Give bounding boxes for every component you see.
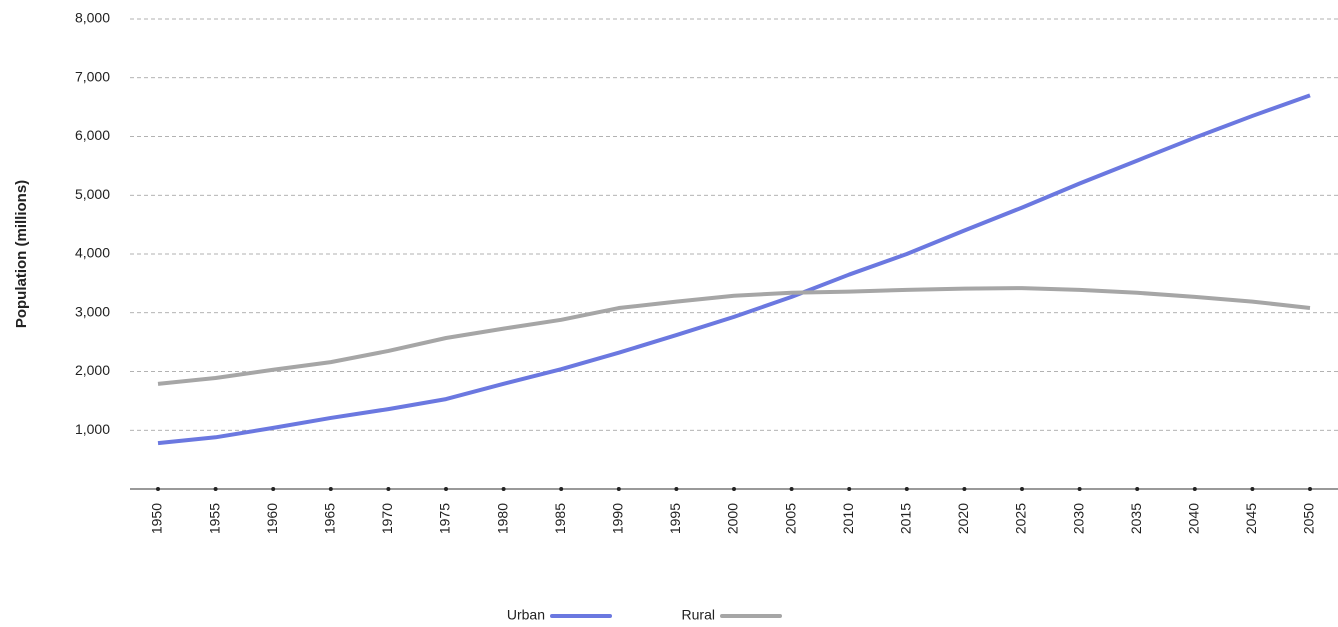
x-tick-label: 2000 [725, 503, 741, 534]
x-tick-dot [559, 487, 564, 491]
x-tick-label: 2015 [898, 503, 914, 534]
x-tick-label: 1965 [322, 503, 338, 534]
x-tick-dot [789, 487, 794, 491]
x-tick-dot [444, 487, 448, 491]
x-tick-label: 1960 [264, 503, 280, 534]
x-tick-dot [1077, 487, 1082, 491]
x-tick-dot [271, 487, 276, 491]
x-tick-dot [847, 487, 852, 491]
x-tick-label: 1955 [206, 503, 222, 534]
y-axis-label: Population (millions) [13, 180, 30, 328]
x-tick-dot [1135, 487, 1140, 491]
x-tick-label: 1980 [494, 503, 510, 534]
y-tick-label: 8,000 [75, 10, 110, 26]
x-tick-dot [501, 487, 506, 491]
x-tick-label: 2025 [1013, 503, 1029, 534]
x-tick-label: 1990 [610, 503, 626, 534]
line-series [157, 286, 1311, 386]
x-tick-label: 1950 [149, 503, 165, 534]
y-tick-label: 4,000 [75, 245, 110, 261]
y-tick-label: 3,000 [75, 303, 110, 319]
x-tick-label: 2035 [1128, 503, 1144, 534]
x-tick-label: 1970 [379, 503, 395, 534]
y-tick-label: 1,000 [75, 421, 110, 437]
x-tick-label: 1985 [552, 503, 568, 534]
y-tick-label: 6,000 [75, 127, 110, 143]
x-tick-dot [1192, 487, 1197, 491]
legend-label: Rural [682, 607, 715, 623]
x-tick-label: 2030 [1070, 503, 1086, 534]
x-tick-dot [616, 487, 621, 491]
y-tick-label: 7,000 [75, 68, 110, 84]
x-tick-dot [328, 487, 333, 491]
x-tick-label: 1995 [667, 503, 683, 534]
y-tick-label: 2,000 [75, 362, 110, 378]
x-tick-dot [904, 487, 909, 491]
x-tick-dot [732, 487, 736, 491]
x-tick-label: 2050 [1301, 503, 1317, 534]
x-tick-dot [962, 487, 967, 491]
x-tick-label: 2020 [955, 503, 971, 534]
x-tick-dot [674, 487, 679, 491]
y-tick-label: 5,000 [75, 186, 110, 202]
x-tick-dot [213, 487, 218, 491]
x-tick-label: 2005 [782, 503, 798, 534]
x-tick-dot [1020, 487, 1024, 491]
x-tick-label: 2040 [1186, 503, 1202, 534]
x-tick-dot [156, 487, 160, 491]
x-tick-dot [1308, 487, 1312, 491]
line-series [157, 93, 1311, 446]
x-tick-label: 2010 [840, 503, 856, 534]
legend-label: Urban [507, 607, 545, 623]
x-tick-dot [1250, 487, 1255, 491]
x-tick-dot [386, 487, 391, 491]
x-tick-label: 2045 [1243, 503, 1259, 534]
x-tick-label: 1975 [437, 503, 453, 534]
